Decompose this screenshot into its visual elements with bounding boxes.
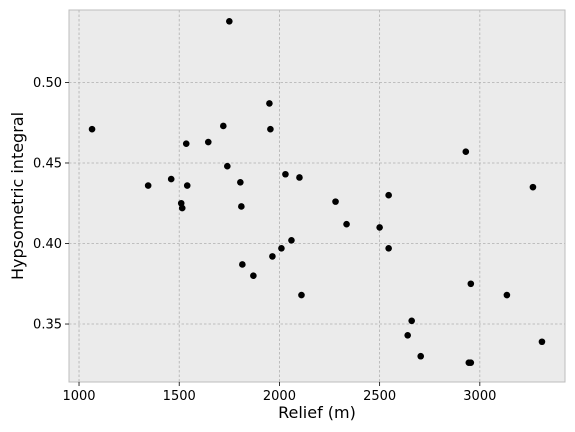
data-point (343, 220, 350, 228)
data-point (467, 280, 475, 288)
x-axis-ticks: 1000 1500 2000 2500 3000 (62, 382, 496, 404)
data-point (298, 291, 305, 299)
data-point (226, 17, 233, 25)
data-point (376, 224, 383, 231)
x-tick-label: 1500 (163, 389, 196, 404)
y-tick-label: 0.50 (33, 76, 62, 91)
data-point (408, 317, 415, 325)
data-point (296, 174, 303, 181)
data-point (267, 125, 274, 133)
grid-lines (69, 10, 565, 382)
x-tick-label: 2500 (363, 389, 396, 404)
data-points (88, 17, 546, 366)
data-point (282, 170, 289, 178)
plot-frame (68, 9, 566, 383)
data-point (417, 352, 425, 360)
plot-area (69, 10, 565, 382)
data-point (183, 182, 191, 189)
data-point (178, 204, 186, 212)
data-point (288, 236, 295, 244)
data-point (182, 140, 190, 147)
y-tick-label: 0.35 (33, 318, 62, 333)
data-point (278, 245, 285, 252)
data-point (332, 198, 339, 205)
data-point (503, 291, 511, 299)
x-tick-label: 2000 (263, 389, 296, 404)
data-point (239, 261, 246, 268)
data-point (266, 100, 273, 107)
x-tick-label: 3000 (463, 389, 496, 404)
x-tick-label: 1000 (62, 389, 95, 404)
data-point (467, 359, 475, 366)
data-point (238, 203, 245, 210)
data-point (385, 245, 392, 252)
data-point (204, 138, 212, 146)
y-axis-label: Hypsometric integral (8, 112, 27, 280)
data-point (88, 125, 96, 133)
data-point (144, 182, 152, 189)
y-tick-label: 0.45 (33, 156, 62, 171)
data-point (404, 331, 411, 339)
x-axis-label: Relief (m) (278, 403, 356, 422)
data-point (224, 162, 231, 170)
data-point (269, 253, 276, 260)
data-point (385, 191, 392, 199)
data-point (462, 148, 470, 156)
data-point (538, 338, 546, 346)
data-point (529, 183, 537, 191)
y-axis-ticks: 0.35 0.40 0.45 0.50 (33, 76, 69, 333)
data-point (237, 179, 244, 186)
data-point (167, 175, 175, 183)
data-point (250, 272, 257, 280)
y-tick-label: 0.40 (33, 237, 62, 252)
data-point (220, 122, 227, 130)
